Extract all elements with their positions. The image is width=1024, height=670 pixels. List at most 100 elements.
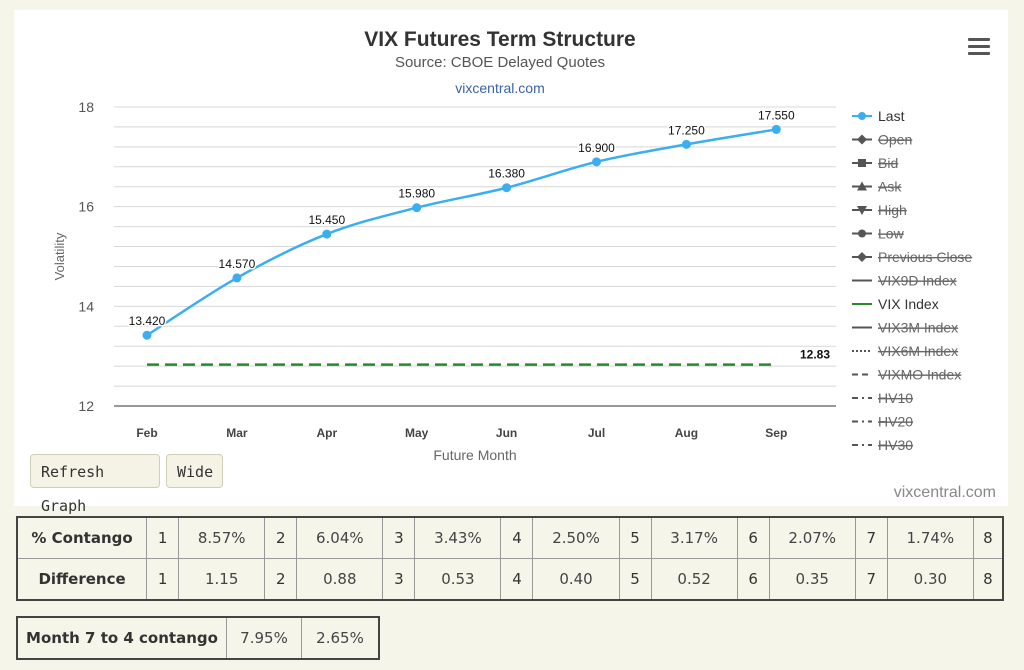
month-index-cell: 2: [264, 558, 298, 601]
contango-table: % Contango 1 8.57% 2 6.04% 3 3.43% 4 2.50% 5 3.17%…: [16, 516, 1004, 601]
month-contango-label: Month 7 to 4 contango: [16, 616, 227, 660]
legend-label: Last: [878, 108, 905, 124]
data-point[interactable]: [502, 183, 512, 193]
credit-link-top[interactable]: vixcentral.com: [455, 80, 545, 96]
x-tick-label: Jun: [496, 426, 517, 440]
chart-subtitle: Source: CBOE Delayed Quotes: [394, 54, 606, 71]
data-label: 17.250: [668, 123, 705, 137]
legend-item-open[interactable]: Open: [852, 132, 912, 148]
y-tick-label: 12: [78, 398, 94, 414]
data-point[interactable]: [681, 139, 691, 149]
legend-item-hv10[interactable]: HV10: [852, 390, 913, 406]
legend-item-low[interactable]: Low: [852, 226, 905, 242]
legend-label: HV10: [878, 390, 913, 406]
value-cell: 6.04%: [296, 516, 384, 559]
table-row: Month 7 to 4 contango 7.95% 2.65%: [16, 616, 380, 660]
legend-label: VIXMO Index: [878, 367, 961, 383]
legend-item-hv20[interactable]: HV20: [852, 414, 913, 430]
legend-label: VIX6M Index: [878, 343, 958, 359]
wide-button[interactable]: Wide: [166, 454, 223, 488]
legend-marker: [857, 252, 867, 262]
x-tick-label: May: [405, 426, 429, 440]
month-index-cell: 7: [854, 558, 888, 601]
data-label: 15.450: [308, 213, 345, 227]
y-axis-title: Volatility: [52, 232, 67, 280]
legend-label: HV30: [878, 437, 913, 453]
legend-label: VIX9D Index: [878, 273, 957, 289]
x-tick-label: Mar: [226, 426, 248, 440]
month-index-cell: 4: [500, 558, 534, 601]
table-row: Difference 1 1.15 2 0.88 3 0.53 4 0.40 5 0.52 6 0.35…: [16, 558, 1004, 601]
x-tick-label: Apr: [316, 426, 337, 440]
legend-marker: [857, 181, 867, 191]
month-index-cell: 5: [618, 558, 652, 601]
legend-label: Bid: [878, 155, 898, 171]
value-cell: 2.50%: [532, 516, 620, 559]
legend-item-vixmo-index[interactable]: VIXMO Index: [852, 367, 961, 383]
legend-item-hv30[interactable]: HV30: [852, 437, 913, 453]
legend-label: Low: [878, 226, 905, 242]
legend-marker: [857, 206, 867, 215]
x-tick-label: Sep: [765, 426, 787, 440]
month-index-cell: 5: [618, 516, 652, 559]
value-cell: 1.15: [178, 558, 266, 601]
value-cell: 3.43%: [414, 516, 502, 559]
month-index-cell: 8: [972, 516, 1004, 559]
data-label: 16.900: [578, 141, 615, 155]
data-label: 17.550: [758, 108, 795, 122]
data-point[interactable]: [771, 124, 781, 134]
data-point[interactable]: [322, 229, 332, 239]
data-point[interactable]: [592, 157, 601, 167]
y-tick-label: 14: [78, 298, 94, 314]
data-label: 16.380: [488, 167, 525, 181]
month-contango-table: Month 7 to 4 contango 7.95% 2.65%: [16, 616, 380, 660]
data-point[interactable]: [232, 273, 242, 283]
legend-item-high[interactable]: High: [852, 202, 907, 218]
legend-item-bid[interactable]: Bid: [852, 155, 898, 171]
legend-item-previous-close[interactable]: Previous Close: [852, 249, 972, 265]
vix-index-label: 12.83: [800, 348, 830, 362]
value-cell: 0.40: [532, 558, 620, 601]
legend-item-ask[interactable]: Ask: [852, 179, 902, 195]
table-row: % Contango 1 8.57% 2 6.04% 3 3.43% 4 2.50% 5 3.17%…: [16, 516, 1004, 559]
data-point[interactable]: [412, 203, 422, 213]
value-cell: 0.30: [886, 558, 974, 601]
legend-label: Ask: [878, 179, 902, 195]
credit-link-bottom[interactable]: vixcentral.com: [893, 484, 996, 501]
legend-item-vix6m-index[interactable]: VIX6M Index: [852, 343, 958, 359]
x-tick-label: Feb: [136, 426, 157, 440]
month-contango-value: 2.65%: [301, 616, 380, 660]
refresh-graph-button[interactable]: Refresh Graph: [30, 454, 160, 515]
legend-label: VIX3M Index: [878, 320, 958, 336]
legend-label: VIX Index: [878, 296, 939, 312]
month-index-cell: 1: [146, 558, 180, 601]
legend-item-vix3m-index[interactable]: VIX3M Index: [852, 320, 958, 336]
chart-title: VIX Futures Term Structure: [364, 28, 636, 51]
value-cell: 1.74%: [886, 516, 974, 559]
value-cell: 0.35: [768, 558, 856, 601]
month-index-cell: 6: [736, 558, 770, 601]
chart-plot: 12 14 16 18 Feb Mar Apr May Jun Jul Aug Sep Future M…: [52, 99, 972, 463]
y-tick-label: 18: [78, 99, 94, 115]
month-index-cell: 3: [382, 558, 416, 601]
x-axis-title: Future Month: [433, 447, 516, 463]
data-label: 14.570: [219, 257, 256, 271]
row-label: Difference: [16, 558, 148, 601]
legend-item-vix9d-index[interactable]: VIX9D Index: [852, 273, 957, 289]
legend-label: Open: [878, 132, 912, 148]
hamburger-menu-icon[interactable]: [968, 38, 990, 58]
legend-item-vix-index[interactable]: VIX Index: [852, 296, 939, 312]
legend-label: High: [878, 202, 907, 218]
value-cell: 8.57%: [178, 516, 266, 559]
data-point[interactable]: [142, 330, 152, 340]
legend-item-last[interactable]: Last: [852, 108, 905, 124]
data-label: 15.980: [398, 187, 435, 201]
month-index-cell: 1: [146, 516, 180, 559]
legend-marker: [857, 134, 867, 145]
month-index-cell: 4: [500, 516, 534, 559]
legend-marker: [858, 159, 866, 167]
month-contango-value: 7.95%: [226, 616, 302, 660]
month-index-cell: 8: [972, 558, 1004, 601]
month-index-cell: 7: [854, 516, 888, 559]
row-label: % Contango: [16, 516, 148, 559]
